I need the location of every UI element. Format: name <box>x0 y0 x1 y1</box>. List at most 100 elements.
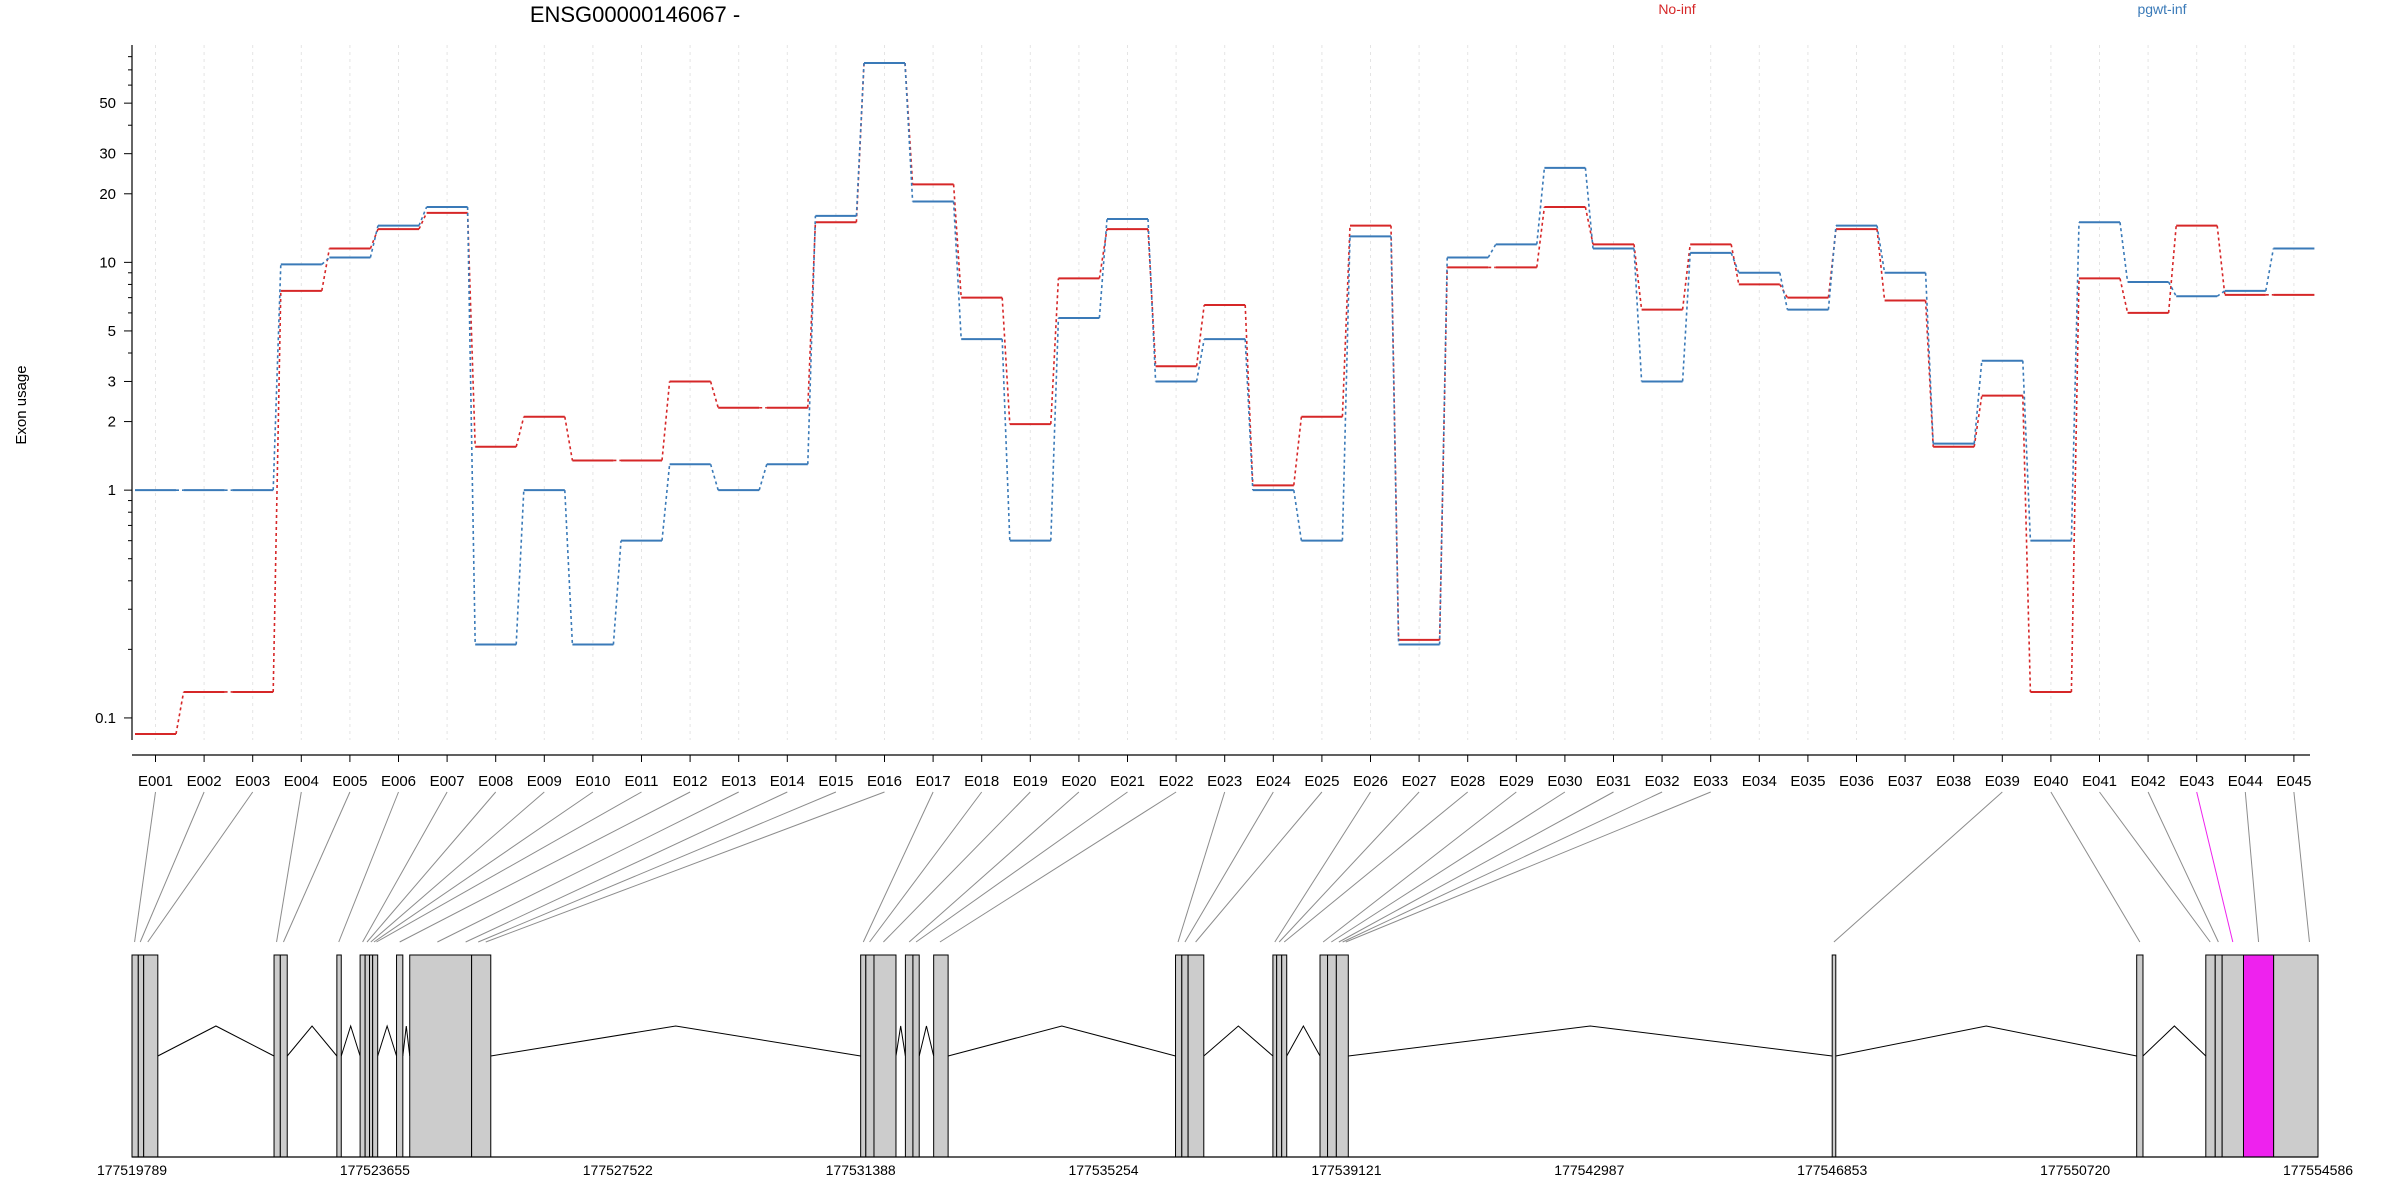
exon-link-line <box>1184 791 1274 943</box>
exon-link-line <box>869 791 983 943</box>
series-1-connector <box>1827 225 1837 310</box>
exon-box <box>137 954 145 1158</box>
exon-link-lines <box>134 791 2310 943</box>
series-1-connector <box>904 62 914 202</box>
series-1-connector <box>1195 339 1205 382</box>
x-tick-label: E008 <box>478 773 513 790</box>
x-tick-label: E032 <box>1645 773 1680 790</box>
series-0-connector <box>1681 244 1691 310</box>
exon-box <box>865 954 875 1158</box>
exon-box <box>1276 954 1283 1158</box>
series-1-connector <box>321 256 330 265</box>
series-0-connector <box>1973 395 1983 447</box>
exon-link-line <box>2196 791 2234 943</box>
chart-title: ENSG00000146067 - <box>530 2 740 27</box>
x-tick-label: E021 <box>1110 773 1145 790</box>
exon-box <box>933 954 949 1158</box>
genome-coordinate-label: 177542987 <box>1554 1162 1624 1178</box>
y-tick-label: 50 <box>99 95 116 112</box>
exon-box <box>279 954 288 1158</box>
series-lines <box>135 62 2315 736</box>
series-0-connector <box>1098 228 1108 279</box>
exon-box <box>396 954 404 1158</box>
exon-link-line <box>2293 791 2310 943</box>
exon-link-line <box>399 791 691 943</box>
intron-line <box>1348 1025 1833 1057</box>
exon-box <box>359 954 366 1158</box>
exon-box <box>409 954 473 1158</box>
exon-link-line <box>1833 791 2003 943</box>
intron-line <box>286 1025 338 1057</box>
exon-link-line <box>373 791 594 943</box>
series-0-connector <box>661 381 671 461</box>
exon-box <box>873 954 897 1158</box>
y-tick-label: 0.1 <box>95 710 116 727</box>
exon-link-line <box>2099 791 2211 943</box>
intron-line <box>340 1024 361 1057</box>
x-tick-label: E034 <box>1742 773 1777 790</box>
y-tick-label: 2 <box>108 414 116 431</box>
exon-box <box>372 954 379 1158</box>
series-0-connector <box>1584 206 1594 245</box>
genome-coordinate-label: 177527522 <box>583 1162 653 1178</box>
x-ticks: E001 E002 E003 E004 E005 E006 E007 E008 E009 E010… <box>138 755 2311 790</box>
exon-box <box>1281 954 1288 1158</box>
exon-link-line <box>939 791 1177 943</box>
x-tick-label: E039 <box>1985 773 2020 790</box>
exon-box <box>2205 954 2216 1158</box>
intron-line <box>1203 1025 1274 1057</box>
x-tick-label: E013 <box>721 773 756 790</box>
exon-box <box>143 954 159 1158</box>
series-0-connector <box>2070 278 2080 692</box>
x-tick-label: E025 <box>1304 773 1339 790</box>
x-tick-label: E036 <box>1839 773 1874 790</box>
x-tick-label: E012 <box>673 773 708 790</box>
series-1-connector <box>952 201 962 340</box>
exon-link-line <box>437 791 739 943</box>
exon-box <box>1272 954 1278 1158</box>
series-1-connector <box>2070 222 2080 541</box>
genome-coordinate-label: 177523655 <box>340 1162 410 1178</box>
exon-link-line <box>370 791 545 943</box>
series-1-connector <box>1973 360 1983 444</box>
exon-link-line <box>1331 791 1566 943</box>
x-tick-label: E001 <box>138 773 173 790</box>
exon-box <box>2242 954 2275 1158</box>
x-tick-label: E014 <box>770 773 805 790</box>
x-tick-label: E042 <box>2131 773 2166 790</box>
exon-link-line <box>1177 791 1226 943</box>
series-1-connector <box>1244 339 1254 491</box>
genome-coordinate-label: 177554586 <box>2283 1162 2353 1178</box>
x-tick-label: E023 <box>1207 773 1242 790</box>
series-1-connector <box>2119 222 2129 283</box>
series-1-connector <box>1779 272 1789 310</box>
x-tick-label: E003 <box>235 773 270 790</box>
x-tick-label: E015 <box>818 773 853 790</box>
intron-line <box>377 1024 398 1057</box>
series-1-connector <box>1487 243 1497 258</box>
exon-box <box>2136 954 2144 1158</box>
series-1-connector <box>1633 248 1643 382</box>
y-tick-label: 30 <box>99 146 116 163</box>
series-0-connector <box>564 416 574 461</box>
x-tick-label: E033 <box>1693 773 1728 790</box>
exon-link-line <box>338 791 399 943</box>
x-tick-label: E010 <box>575 773 610 790</box>
exon-box <box>1187 954 1205 1158</box>
x-tick-label: E028 <box>1450 773 1485 790</box>
exon-box <box>1175 954 1183 1158</box>
series-1-connector <box>2265 248 2275 291</box>
x-tick-label: E026 <box>1353 773 1388 790</box>
exon-box <box>1181 954 1189 1158</box>
genome-coordinate-label: 177550720 <box>2040 1162 2110 1178</box>
intron-line <box>947 1025 1176 1057</box>
intron-line <box>1835 1025 2137 1057</box>
exon-box <box>364 954 371 1158</box>
series-1-connector <box>1438 257 1448 645</box>
series-0-connector <box>2167 225 2177 313</box>
exon-link-line <box>1338 791 1614 943</box>
series-1-connector <box>1390 236 1400 645</box>
x-tick-label: E016 <box>867 773 902 790</box>
series-0-connector <box>418 212 428 230</box>
